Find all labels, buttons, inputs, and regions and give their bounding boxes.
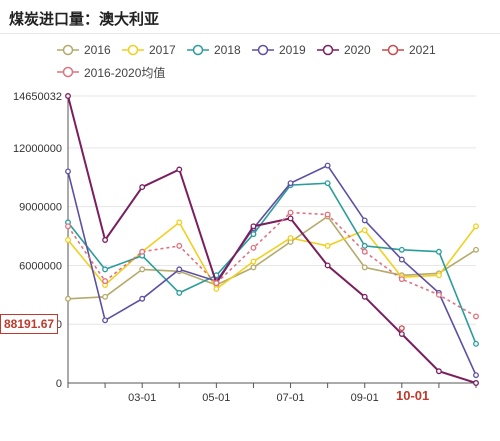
data-point: [398, 276, 405, 283]
data-point: [213, 286, 220, 292]
legend-item-2018[interactable]: 2018: [187, 42, 241, 58]
data-point: [473, 313, 479, 320]
data-point: [176, 266, 183, 273]
data-point: [473, 340, 479, 347]
data-point: [250, 231, 257, 238]
axis-pointer-y-label: 88191.67: [0, 314, 59, 334]
data-point: [324, 262, 331, 269]
legend-label: 2018: [214, 43, 241, 57]
data-point: [324, 242, 331, 249]
data-point: [287, 235, 294, 241]
data-point: [287, 180, 294, 187]
data-point: [473, 380, 479, 386]
data-point: [102, 278, 109, 285]
data-point: [361, 242, 368, 249]
data-point: [250, 223, 257, 230]
chart-title: 煤炭进口量：澳大利亚: [9, 11, 160, 28]
legend-line-circle-icon: [57, 44, 79, 56]
data-point: [65, 223, 71, 230]
data-point: [65, 93, 71, 99]
legend-line-circle-icon: [252, 44, 274, 56]
data-point: [324, 162, 331, 169]
legend-item-2016[interactable]: 2016: [57, 42, 111, 58]
series-line-2016-2020-: [67, 211, 477, 318]
data-point: [139, 266, 146, 273]
legend-label: 2020: [344, 43, 371, 57]
x-tick-label: 05-01: [202, 392, 230, 404]
data-point: [213, 280, 220, 287]
legend-line-circle-icon: [122, 44, 144, 56]
data-point: [435, 248, 442, 255]
data-point: [139, 295, 146, 302]
data-point: [361, 264, 368, 271]
data-point: [250, 258, 257, 265]
data-point: [287, 215, 294, 222]
data-point: [473, 372, 479, 379]
y-tick-label: 12000000: [13, 143, 62, 155]
data-point: [102, 237, 109, 243]
data-point: [473, 223, 479, 230]
y-tick-label: 9000000: [19, 202, 62, 214]
x-tick-label: 09-01: [351, 392, 379, 404]
data-point: [65, 168, 71, 175]
legend-label: 2016-2020均值: [84, 65, 166, 80]
data-point: [250, 264, 257, 271]
series-line-2020: [67, 95, 477, 384]
data-point: [176, 166, 183, 173]
series-line-2019: [67, 164, 477, 376]
data-point: [398, 331, 405, 337]
legend-label: 2019: [279, 43, 306, 57]
title-bar: 煤炭进口量：澳大利亚: [0, 0, 500, 34]
data-point: [361, 248, 368, 255]
y-tick-label: 0: [56, 378, 62, 390]
y-tick-label: 14650032: [13, 91, 62, 103]
title-divider: [0, 33, 500, 34]
data-point: [398, 256, 405, 263]
data-point: [435, 368, 442, 375]
series-line-2016: [67, 215, 477, 300]
data-point: [287, 209, 294, 216]
data-point: [361, 227, 368, 234]
legend-label: 2021: [409, 43, 436, 57]
axis-pointer-x-label: 10-01: [396, 388, 430, 403]
data-point: [435, 272, 442, 279]
data-point: [398, 246, 405, 253]
x-tick-label: 03-01: [128, 392, 156, 404]
legend-item-2016-2020-[interactable]: 2016-2020均值: [57, 64, 165, 80]
data-point: [473, 246, 479, 253]
data-point: [361, 217, 368, 224]
legend-label: 2016: [84, 43, 111, 57]
data-point: [65, 237, 71, 243]
data-point: [176, 219, 183, 226]
legend-item-2019[interactable]: 2019: [252, 42, 306, 58]
legend-line-circle-icon: [317, 44, 339, 56]
data-point: [102, 317, 109, 324]
legend-item-2017[interactable]: 2017: [122, 42, 176, 58]
data-point: [65, 295, 71, 302]
data-point: [250, 244, 257, 251]
legend-item-2021[interactable]: 2021: [382, 42, 436, 58]
data-point: [435, 291, 442, 298]
legend-line-circle-icon: [382, 44, 404, 56]
x-tick-label: 07-01: [276, 392, 304, 404]
data-point: [102, 293, 109, 300]
y-tick-label: 6000000: [19, 260, 62, 272]
data-point: [139, 184, 146, 191]
data-point: [176, 289, 183, 296]
data-point: [324, 180, 331, 187]
legend-label: 2017: [149, 43, 176, 57]
data-point: [361, 293, 368, 300]
series-line-2018: [67, 182, 477, 345]
legend-item-2020[interactable]: 2020: [317, 42, 371, 58]
data-point: [102, 266, 109, 273]
data-point: [398, 325, 405, 332]
legend-line-circle-icon: [57, 66, 79, 78]
data-point: [176, 242, 183, 249]
data-point: [324, 211, 331, 218]
data-point: [139, 248, 146, 255]
chart-legend: 2016 2017 2018 2019 2020 2021 2016-2020均值: [0, 38, 500, 82]
legend-line-circle-icon: [187, 44, 209, 56]
